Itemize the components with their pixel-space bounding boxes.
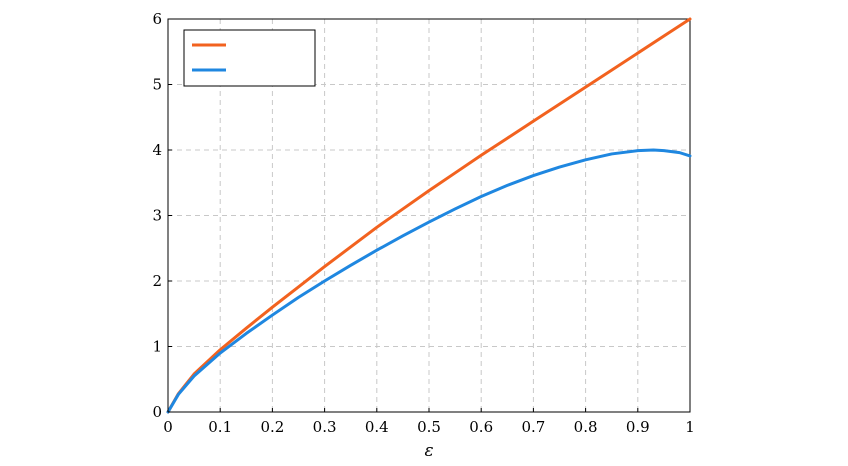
x-tick-label: 0	[163, 418, 173, 436]
y-tick-label: 4	[152, 141, 162, 159]
x-tick-label: 0.3	[313, 418, 337, 436]
legend	[183, 29, 316, 87]
y-tick-label: 2	[152, 272, 162, 290]
x-tick-label: 0.2	[260, 418, 284, 436]
x-axis-label: ε	[424, 441, 433, 461]
x-tick-label: 0.9	[626, 418, 650, 436]
tick-group: 0 0.1 0.2 0.3 0.4 0.5 0.6 0.7 0.8 0.9 1 0 1 2 3 4 5 6	[152, 10, 694, 436]
grid	[168, 19, 690, 412]
y-tick-label: 6	[152, 10, 162, 28]
x-tick-label: 1	[685, 418, 695, 436]
x-tick-label: 0.8	[574, 418, 598, 436]
x-tick-label: 0.5	[417, 418, 441, 436]
y-tick-label: 5	[152, 76, 162, 94]
y-tick-label: 1	[152, 338, 162, 356]
x-tick-label: 0.6	[469, 418, 493, 436]
y-tick-label: 0	[152, 403, 162, 421]
series-line-2	[166, 148, 692, 414]
x-tick-label: 0.1	[208, 418, 232, 436]
series-group	[166, 17, 692, 414]
x-tick-label: 0.7	[521, 418, 545, 436]
x-tick-label: 0.4	[365, 418, 389, 436]
series-line-1	[166, 17, 692, 414]
y-tick-label: 3	[152, 207, 162, 225]
legend-box	[183, 29, 316, 87]
